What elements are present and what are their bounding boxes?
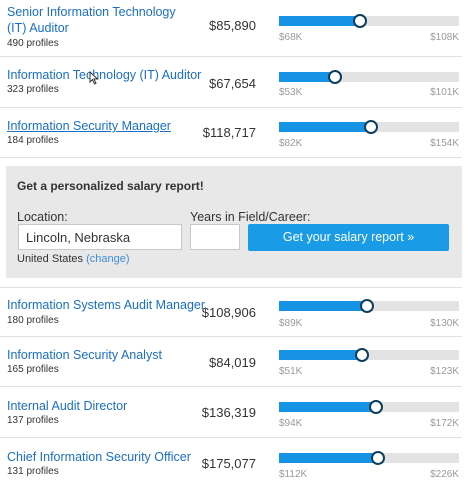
median-salary: $175,077 xyxy=(201,456,256,471)
profile-count: 131 profiles xyxy=(7,466,59,477)
job-row: Chief Information Security Officer 131 p… xyxy=(0,438,462,481)
country-name: United States xyxy=(17,253,84,265)
salary-min: $82K xyxy=(279,138,303,149)
median-marker xyxy=(369,400,384,414)
years-input[interactable] xyxy=(190,224,240,250)
job-title-link[interactable]: Information Security Manager xyxy=(7,119,171,133)
job-row: Internal Audit Director 137 profiles $13… xyxy=(0,387,462,438)
salary-max: $130K xyxy=(430,318,459,329)
profile-count: 180 profiles xyxy=(7,315,59,326)
median-marker xyxy=(363,120,378,134)
job-title-link[interactable]: Internal Audit Director xyxy=(7,399,128,413)
get-salary-report-button[interactable]: Get your salary report » xyxy=(248,224,449,251)
salary-range-bar xyxy=(279,14,459,28)
median-marker xyxy=(354,348,369,362)
salary-range-fill xyxy=(279,301,368,311)
salary-range-fill xyxy=(279,16,360,26)
salary-range-bar xyxy=(279,451,459,465)
salary-range-bar xyxy=(279,120,459,134)
job-row: Information Technology (IT) Auditor 323 … xyxy=(0,57,462,108)
salary-range-fill xyxy=(279,402,377,412)
salary-report-panel: Get a personalized salary report! Locati… xyxy=(6,166,462,278)
median-marker xyxy=(371,451,385,465)
mouse-pointer-icon xyxy=(89,71,99,85)
job-title-link[interactable]: Information Technology (IT) Auditor xyxy=(7,68,202,82)
job-row: Information Systems Audit Manager 180 pr… xyxy=(0,287,462,337)
median-marker xyxy=(353,14,367,28)
salary-max: $172K xyxy=(430,418,459,429)
job-title-link[interactable]: Information Security Analyst xyxy=(7,348,162,362)
location-label: Location: xyxy=(17,210,68,224)
salary-min: $112K xyxy=(279,469,308,480)
salary-range-fill xyxy=(279,453,378,463)
country-line: United States (change) xyxy=(17,253,130,265)
salary-range-bar xyxy=(279,299,459,313)
panel-title: Get a personalized salary report! xyxy=(17,179,204,193)
median-salary: $136,319 xyxy=(201,405,256,420)
median-salary: $84,019 xyxy=(209,355,256,370)
salary-range-bar xyxy=(279,348,459,362)
salary-range-fill xyxy=(279,122,371,132)
median-salary: $118,717 xyxy=(202,125,256,140)
job-row: Senior Information Technology (IT) Audit… xyxy=(0,0,462,57)
salary-max: $101K xyxy=(430,87,459,98)
profile-count: 137 profiles xyxy=(7,415,59,426)
job-row: Information Security Analyst 165 profile… xyxy=(0,337,462,387)
salary-range-fill xyxy=(279,350,362,360)
salary-max: $123K xyxy=(430,366,459,377)
salary-max: $108K xyxy=(430,32,459,43)
profile-count: 165 profiles xyxy=(7,364,59,375)
salary-max: $154K xyxy=(430,138,459,149)
job-title-link[interactable]: Chief Information Security Officer xyxy=(7,450,191,464)
profile-count: 490 profiles xyxy=(7,38,59,49)
salary-min: $53K xyxy=(279,87,303,98)
median-salary: $108,906 xyxy=(201,305,256,320)
job-title-link[interactable]: Information Systems Audit Manager xyxy=(7,298,206,312)
median-marker xyxy=(327,70,342,84)
profile-count: 323 profiles xyxy=(7,84,59,95)
job-title-link[interactable]: Senior Information Technology (IT) Audit… xyxy=(7,5,176,35)
years-label: Years in Field/Career: xyxy=(190,210,311,224)
median-marker xyxy=(360,299,375,313)
salary-min: $89K xyxy=(279,318,303,329)
salary-min: $68K xyxy=(279,32,303,43)
change-country-link[interactable]: (change) xyxy=(86,253,130,265)
salary-range-bar xyxy=(279,70,459,84)
profile-count: 184 profiles xyxy=(7,135,59,146)
salary-max: $226K xyxy=(430,469,459,480)
median-salary: $85,890 xyxy=(209,18,256,33)
salary-range-bar xyxy=(279,400,459,414)
location-input[interactable] xyxy=(18,224,182,250)
salary-min: $51K xyxy=(279,366,303,377)
salary-min: $94K xyxy=(279,418,303,429)
job-row: Information Security Manager 184 profile… xyxy=(0,108,462,158)
median-salary: $67,654 xyxy=(209,76,256,91)
salary-range-fill xyxy=(279,72,335,82)
